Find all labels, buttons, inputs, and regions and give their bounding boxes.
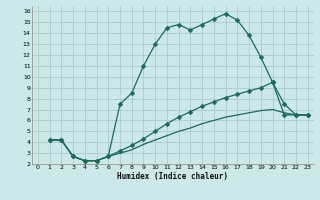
X-axis label: Humidex (Indice chaleur): Humidex (Indice chaleur): [117, 172, 228, 181]
